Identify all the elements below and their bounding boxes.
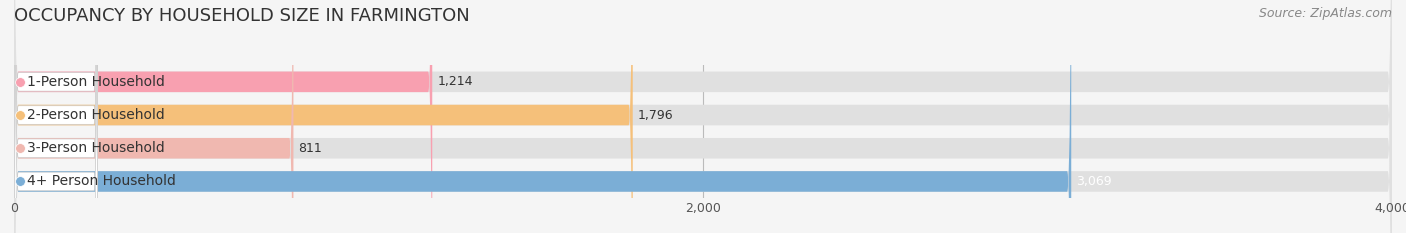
FancyBboxPatch shape — [14, 0, 1392, 233]
FancyBboxPatch shape — [14, 0, 97, 233]
Text: 4+ Person Household: 4+ Person Household — [27, 175, 176, 188]
Text: 1,796: 1,796 — [638, 109, 673, 122]
Text: 1,214: 1,214 — [437, 75, 472, 88]
Text: 3-Person Household: 3-Person Household — [27, 141, 165, 155]
Text: 811: 811 — [298, 142, 322, 155]
Text: OCCUPANCY BY HOUSEHOLD SIZE IN FARMINGTON: OCCUPANCY BY HOUSEHOLD SIZE IN FARMINGTO… — [14, 7, 470, 25]
FancyBboxPatch shape — [14, 0, 1071, 233]
Text: Source: ZipAtlas.com: Source: ZipAtlas.com — [1258, 7, 1392, 20]
Text: 1-Person Household: 1-Person Household — [27, 75, 165, 89]
Text: 3,069: 3,069 — [1077, 175, 1112, 188]
FancyBboxPatch shape — [14, 0, 1392, 233]
FancyBboxPatch shape — [14, 0, 294, 233]
FancyBboxPatch shape — [14, 0, 97, 233]
Text: 2-Person Household: 2-Person Household — [27, 108, 165, 122]
FancyBboxPatch shape — [14, 0, 97, 233]
FancyBboxPatch shape — [14, 0, 1392, 233]
FancyBboxPatch shape — [14, 0, 97, 233]
FancyBboxPatch shape — [14, 0, 1392, 233]
FancyBboxPatch shape — [14, 0, 633, 233]
FancyBboxPatch shape — [14, 0, 432, 233]
